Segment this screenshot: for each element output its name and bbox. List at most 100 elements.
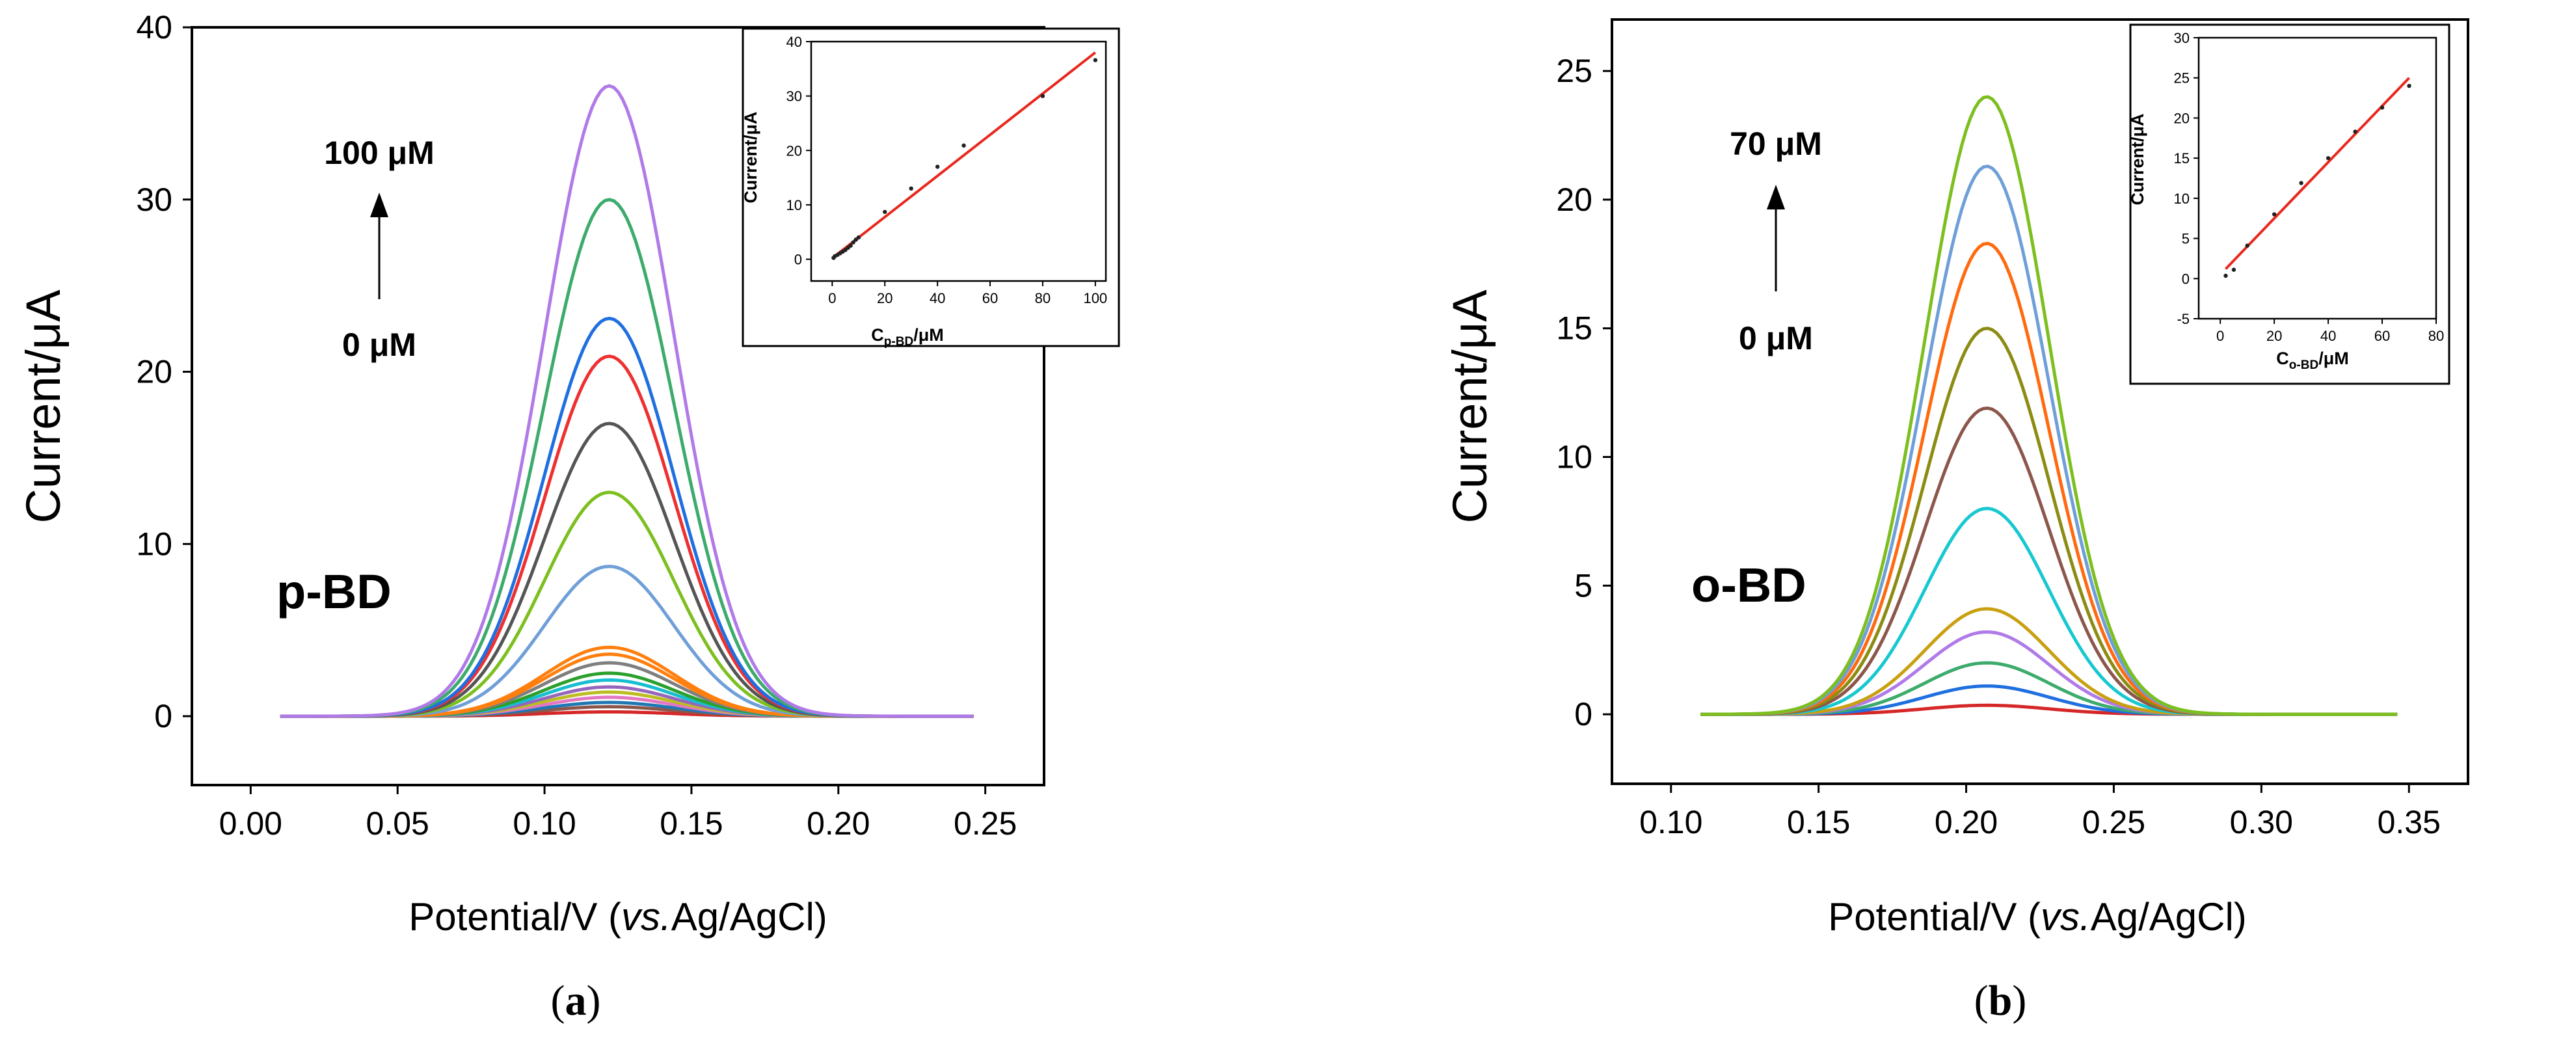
- inset-fit-line: [2225, 77, 2410, 270]
- inset-y-tick-label: 30: [2174, 30, 2190, 46]
- arrow-bottom-label-a: 0 μM: [342, 327, 416, 363]
- inset-fit-line: [831, 51, 1097, 260]
- y-tick-label: 0: [154, 698, 172, 734]
- inset-x-tick-label: 40: [2320, 328, 2336, 344]
- inset-data-point: [2223, 273, 2228, 278]
- peak-curves-a: [280, 84, 974, 718]
- inset-data-point: [935, 165, 940, 169]
- x-tick-label: 0.05: [366, 805, 429, 842]
- inset-x-tick-label: 40: [930, 290, 945, 306]
- inset-data-point: [1040, 94, 1045, 98]
- compound-label-b: o-BD: [1691, 558, 1806, 612]
- y-tick-label: 15: [1556, 310, 1592, 347]
- x-tick-label: 0.20: [1935, 804, 1998, 840]
- inset-x-tick-label: 80: [1035, 290, 1051, 306]
- inset-x-label-a: Cp-BD/μM: [871, 325, 943, 349]
- x-tick-label: 0.20: [807, 805, 870, 842]
- inset-data-point: [1093, 58, 1098, 62]
- inset-data-point: [2326, 155, 2331, 161]
- y-axis-ticks-b: 0 5 10 15 20 25: [1556, 53, 1612, 732]
- panel-label-a: (a): [551, 977, 601, 1024]
- panel-a: 0.00 0.05 0.10 0.15 0.20 0.25 0 10 20 30 40 Curre…: [16, 9, 1120, 1024]
- y-tick-label: 25: [1556, 53, 1592, 89]
- inset-x-tick-label: 20: [2266, 328, 2282, 344]
- inset-x-label-b: Co-BD/μM: [2276, 349, 2348, 372]
- inset-y-tick-label: -5: [2177, 311, 2190, 327]
- inset-x-tick-label: 80: [2428, 328, 2444, 344]
- x-tick-label: 0.25: [954, 805, 1017, 842]
- arrow-top-label-a: 100 μM: [324, 135, 435, 171]
- inset-b: 0 20 40 60 80 -5 0 5 10 15 20 25 30 Current/μA Co-BD…: [2128, 23, 2450, 385]
- x-tick-label: 0.25: [2082, 804, 2145, 840]
- inset-data-point: [856, 235, 861, 240]
- x-axis-ticks-a: 0.00 0.05 0.10 0.15 0.20 0.25: [219, 785, 1017, 842]
- y-tick-label: 10: [1556, 439, 1592, 475]
- arrow-bottom-label-b: 0 μM: [1739, 320, 1813, 356]
- x-axis-label-b: Potential/V (vs.Ag/AgCl): [1828, 895, 2247, 939]
- inset-y-tick-label: 15: [2174, 150, 2190, 167]
- y-axis-label-b: Current/μA: [1443, 289, 1497, 524]
- inset-y-tick-label: 40: [786, 34, 802, 50]
- y-tick-label: 5: [1574, 567, 1592, 604]
- inset-data-point: [2380, 105, 2385, 110]
- arrow-head-a: [370, 193, 388, 217]
- panel-b: 0.10 0.15 0.20 0.25 0.30 0.35 0 5 10 15 20 25 Curr…: [1443, 18, 2469, 1024]
- y-tick-label: 40: [136, 9, 172, 46]
- x-tick-label: 0.35: [2378, 804, 2441, 840]
- inset-data-point: [851, 240, 855, 245]
- inset-y-tick-label: 0: [794, 252, 802, 268]
- arrow-head-b: [1767, 185, 1785, 209]
- inset-data-point: [2272, 212, 2277, 217]
- inset-y-tick-label: 5: [2182, 231, 2190, 247]
- inset-x-tick-label: 100: [1083, 290, 1107, 306]
- inset-data-point: [2353, 129, 2357, 134]
- x-tick-label: 0.10: [1639, 804, 1702, 840]
- inset-data-point: [2245, 243, 2249, 248]
- series-line-c18: [280, 84, 974, 718]
- peak-curves-b: [1700, 95, 2398, 716]
- inset-x-tick-label: 0: [828, 290, 836, 306]
- inset-data-point: [2299, 181, 2303, 185]
- series-line-c11: [1700, 95, 2398, 716]
- y-tick-label: 20: [136, 354, 172, 390]
- y-tick-label: 0: [1574, 696, 1592, 732]
- compound-label-a: p-BD: [276, 565, 392, 619]
- inset-y-tick-label: 25: [2174, 70, 2190, 87]
- inset-axes-frame: [2197, 36, 2437, 320]
- y-tick-label: 20: [1556, 181, 1592, 218]
- inset-y-tick-label: 20: [2174, 110, 2190, 126]
- y-axis-ticks-a: 0 10 20 30 40: [136, 9, 192, 734]
- x-axis-ticks-b: 0.10 0.15 0.20 0.25 0.30 0.35: [1639, 784, 2441, 840]
- inset-data-point: [2407, 83, 2411, 88]
- y-tick-label: 30: [136, 181, 172, 218]
- inset-x-tick-label: 60: [2374, 328, 2390, 344]
- main-plot-frame-a: [191, 26, 1045, 786]
- inset-data-point: [883, 209, 887, 214]
- y-axis-label-a: Current/μA: [16, 289, 70, 524]
- x-tick-label: 0.15: [1787, 804, 1850, 840]
- inset-data-point: [2231, 267, 2236, 272]
- inset-x-tick-label: 0: [2216, 328, 2224, 344]
- inset-y-tick-label: 10: [2174, 191, 2190, 207]
- inset-y-label-b: Current/μA: [2128, 113, 2147, 205]
- inset-y-tick-label: 20: [786, 142, 802, 159]
- inset-data-point: [909, 186, 913, 191]
- inset-a: 0 20 40 60 80 100 0 10 20 30 40 Current/μA Cp-BD/μ…: [741, 27, 1120, 349]
- inset-y-tick-label: 10: [786, 197, 802, 213]
- inset-y-tick-label: 30: [786, 88, 802, 105]
- x-tick-label: 0.10: [513, 805, 576, 842]
- panel-label-b: (b): [1974, 977, 2027, 1024]
- inset-y-tick-label: 0: [2182, 271, 2190, 287]
- inset-data-point: [961, 143, 966, 148]
- inset-y-label-a: Current/μA: [741, 111, 760, 203]
- x-tick-label: 0.00: [219, 805, 282, 842]
- main-plot-frame-b: [1611, 18, 2469, 785]
- arrow-top-label-b: 70 μM: [1730, 126, 1822, 162]
- y-tick-label: 10: [136, 526, 172, 562]
- inset-data-point: [848, 243, 853, 248]
- inset-x-tick-label: 20: [877, 290, 892, 306]
- inset-x-tick-label: 60: [982, 290, 998, 306]
- x-tick-label: 0.15: [660, 805, 723, 842]
- x-axis-label-a: Potential/V (vs.Ag/AgCl): [409, 895, 827, 939]
